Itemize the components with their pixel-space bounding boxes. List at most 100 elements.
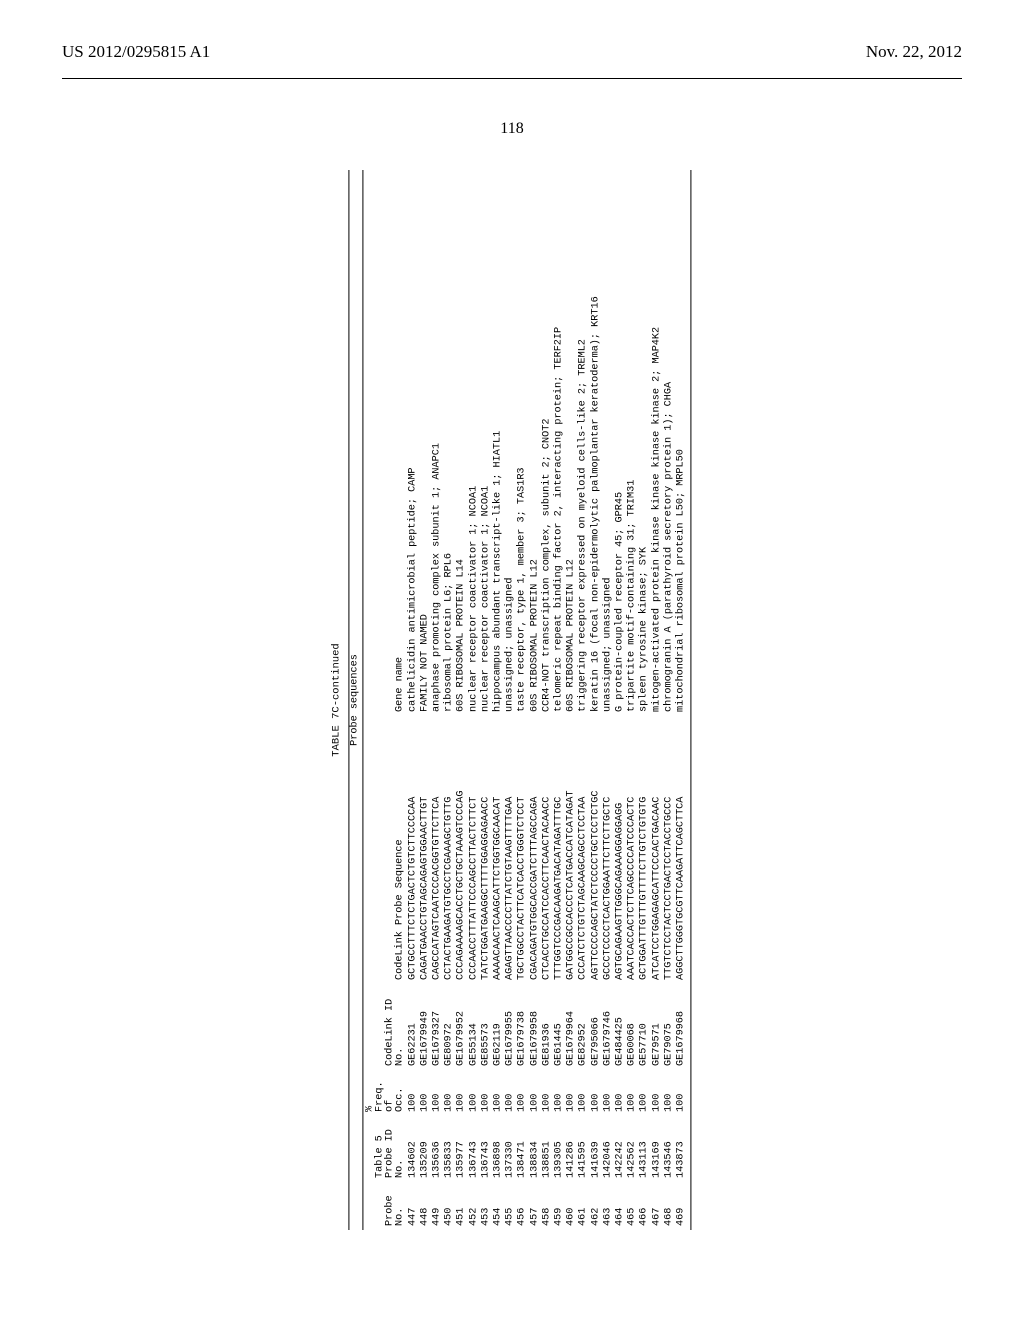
table-row: 459139305100GE61445TTTGGTCCCGACAAGATGACA…	[553, 170, 565, 1230]
cell-t5-id: 142562	[627, 1116, 639, 1182]
cell-t5-id: 136743	[480, 1116, 492, 1182]
cell-probe-no: 459	[553, 1182, 565, 1230]
table-row: 456138471100GE1679738TGCTGGCCTACTTCATCAC…	[517, 170, 529, 1230]
table-row: 464142242100GE484425AGTGCAGAAGTTGGGCAGAA…	[614, 170, 626, 1230]
cell-probe-no: 468	[663, 1182, 675, 1230]
table-row: 447134602100GE62231GCTGCCTTTCTCTGACTCTGT…	[407, 170, 419, 1230]
col-codelink-seq: CodeLink Probe Sequence	[364, 716, 407, 984]
cell-freq: 100	[627, 1070, 639, 1116]
cell-probe-no: 469	[675, 1182, 687, 1230]
table-row: 448135209100GE1679949CAGATGAACCTGTAGCAGA…	[419, 170, 431, 1230]
cell-freq: 100	[675, 1070, 687, 1116]
cell-freq: 100	[517, 1070, 529, 1116]
cell-freq: 100	[492, 1070, 504, 1116]
table-row: 463142046100GE1679746GCCCTCCCCTCACTGGAAT…	[602, 170, 614, 1230]
cell-t5-id: 136898	[492, 1116, 504, 1182]
cell-codelink-seq: CCTACTGAAGATGTGCCTCGAAAGCTGTTG	[444, 716, 456, 984]
cell-freq: 100	[590, 1070, 602, 1116]
cell-t5-id: 142242	[614, 1116, 626, 1182]
table-row: 450135833100GE80972CCTACTGAAGATGTGCCTCGA…	[444, 170, 456, 1230]
cell-gene-name: spleen tyrosine kinase; SYK	[639, 170, 651, 716]
cell-gene-name: 60S RIBOSOMAL PROTEIN L12	[566, 170, 578, 716]
cell-freq: 100	[407, 1070, 419, 1116]
table-row: 457138834100GE1679958CGACAGATGTGGCACCGAT…	[529, 170, 541, 1230]
table-row: 469143873100GE1679968AGGCTTGGGTGCGTTCAAG…	[675, 170, 687, 1230]
cell-gene-name: triggering receptor expressed on myeloid…	[578, 170, 590, 716]
cell-freq: 100	[614, 1070, 626, 1116]
table-row: 462141639100GE795066AGTTCCCCAGCTATCTCCCC…	[590, 170, 602, 1230]
cell-gene-name: telomeric repeat binding factor 2, inter…	[553, 170, 565, 716]
table-row: 467143169100GE79571ATCATCCTGGAGAGCATTCCC…	[651, 170, 663, 1230]
cell-codelink-id: GE1679746	[602, 984, 614, 1070]
cell-probe-no: 465	[627, 1182, 639, 1230]
caption-rule-bottom	[362, 170, 363, 1230]
table-row: 454136898100GE62119AAAACAACTCAAGCATTCTGG…	[492, 170, 504, 1230]
cell-probe-no: 451	[456, 1182, 468, 1230]
table-header: Probe No. Table 5 Probe ID No. % Freq. o…	[364, 170, 407, 1230]
cell-gene-name: cathelicidin antimicrobial peptide; CAMP	[407, 170, 419, 716]
cell-gene-name: mitochondrial ribosomal protein L50; MRP…	[675, 170, 687, 716]
cell-codelink-id: GE62231	[407, 984, 419, 1070]
cell-freq: 100	[541, 1070, 553, 1116]
cell-gene-name: FAMILY NOT NAMED	[419, 170, 431, 716]
cell-probe-no: 467	[651, 1182, 663, 1230]
cell-probe-no: 466	[639, 1182, 651, 1230]
hdr-txt: Occ.	[396, 1074, 406, 1112]
cell-codelink-seq: ATCATCCTGGAGAGCATTCCCACTGACAAC	[651, 716, 663, 984]
cell-t5-id: 135977	[456, 1116, 468, 1182]
cell-codelink-id: GE1679949	[419, 984, 431, 1070]
cell-codelink-seq: AGAGTTAACCCCTTATCTGTAAGTTTTGAA	[505, 716, 517, 984]
cell-probe-no: 455	[505, 1182, 517, 1230]
cell-gene-name: ribosomal protein L6; RPL6	[444, 170, 456, 716]
cell-codelink-id: GE62119	[492, 984, 504, 1070]
hdr-txt: No.	[396, 1186, 406, 1226]
cell-t5-id: 134602	[407, 1116, 419, 1182]
table-body: 447134602100GE62231GCTGCCTTTCTCTGACTCTGT…	[407, 170, 688, 1230]
cell-codelink-seq: CCCAACCTTTATTCCCAGCCTTACTCTTCT	[468, 716, 480, 984]
cell-probe-no: 449	[431, 1182, 443, 1230]
cell-codelink-seq: TTTGGTCCCGACAAGATGACATAGATTTGC	[553, 716, 565, 984]
cell-t5-id: 136743	[468, 1116, 480, 1182]
table-row: 458138851100GE81936CTCACCTGCCATCCACCTTCA…	[541, 170, 553, 1230]
cell-t5-id: 143113	[639, 1116, 651, 1182]
cell-probe-no: 464	[614, 1182, 626, 1230]
cell-t5-id: 135636	[431, 1116, 443, 1182]
page-header: US 2012/0295815 A1 Nov. 22, 2012	[0, 42, 1024, 62]
rotated-table-wrapper: TABLE 7C-continued Probe sequences Probe…	[331, 170, 692, 1230]
cell-codelink-id: GE61445	[553, 984, 565, 1070]
cell-gene-name: hippocampus abundant transcript-like 1; …	[492, 170, 504, 716]
table-row: 468143546100GE79075TTGTCTCCTACTCCTGACTCC…	[663, 170, 675, 1230]
cell-probe-no: 457	[529, 1182, 541, 1230]
cell-freq: 100	[419, 1070, 431, 1116]
cell-codelink-id: GE795066	[590, 984, 602, 1070]
cell-codelink-seq: CCCAGAAAAGCACCTGCTGCTAAAGTCCCAG	[456, 716, 468, 984]
cell-freq: 100	[505, 1070, 517, 1116]
cell-codelink-seq: TTGTCTCCTACTCCTGACTCCTACCTGCCC	[663, 716, 675, 984]
probe-table: Probe No. Table 5 Probe ID No. % Freq. o…	[364, 170, 687, 1230]
cell-codelink-id: GE1679738	[517, 984, 529, 1070]
cell-freq: 100	[602, 1070, 614, 1116]
cell-t5-id: 138834	[529, 1116, 541, 1182]
col-freq: % Freq. of Occ.	[364, 1070, 407, 1116]
col-codelink-id: CodeLink ID No.	[364, 984, 407, 1070]
cell-gene-name: CCR4-NOT transcription complex, subunit …	[541, 170, 553, 716]
cell-codelink-id: GE60068	[627, 984, 639, 1070]
cell-codelink-seq: GCCCTCCCCTCACTGGAATTCTTCTTGCTC	[602, 716, 614, 984]
cell-t5-id: 141595	[578, 1116, 590, 1182]
cell-freq: 100	[468, 1070, 480, 1116]
cell-probe-no: 456	[517, 1182, 529, 1230]
cell-t5-id: 143169	[651, 1116, 663, 1182]
cell-codelink-id: GE1679958	[529, 984, 541, 1070]
cell-codelink-seq: GATGGCCGCCACCCTCATGACCATCATAGAT	[566, 716, 578, 984]
cell-codelink-seq: CGACAGATGTGGCACCGATCTTTAGCCAGA	[529, 716, 541, 984]
cell-codelink-seq: GCTGGATTTGTTTGTTTTCTTGTCTGTGTG	[639, 716, 651, 984]
col-probe-no: Probe No.	[364, 1182, 407, 1230]
cell-t5-id: 141286	[566, 1116, 578, 1182]
cell-freq: 100	[444, 1070, 456, 1116]
cell-gene-name: nuclear receptor coactivator 1; NCOA1	[480, 170, 492, 716]
cell-freq: 100	[431, 1070, 443, 1116]
cell-probe-no: 452	[468, 1182, 480, 1230]
header-left: US 2012/0295815 A1	[62, 42, 210, 62]
table-row: 455137330100GE1679955AGAGTTAACCCCTTATCTG…	[505, 170, 517, 1230]
cell-codelink-id: GE79571	[651, 984, 663, 1070]
